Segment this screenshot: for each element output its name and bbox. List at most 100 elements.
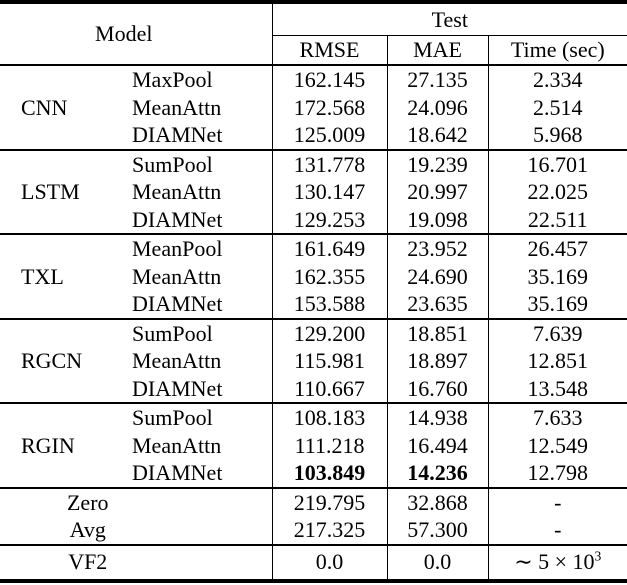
method-cell: MeanAttn (132, 94, 222, 120)
time-value: 2.514 (487, 93, 627, 121)
time-value: - (487, 516, 627, 545)
model-family-cell: TXL (21, 263, 64, 289)
method-cell: MeanPool (132, 236, 223, 262)
rmse-value: 153.588 (271, 290, 388, 319)
rmse-value: 130.147 (271, 178, 388, 206)
baseline-rows: Zero 219.795 32.868 - Avg 217.325 57.300… (0, 487, 627, 545)
group-rgcn: RGCN SumPool 129.200 18.851 7.639 MeanAt… (0, 318, 627, 403)
mae-value: 18.642 (386, 121, 489, 150)
time-value: 35.169 (487, 290, 627, 319)
table-row: MeanAttn 172.568 24.096 2.514 (0, 93, 627, 121)
mae-value: 57.300 (386, 516, 489, 545)
rmse-value: 162.355 (271, 262, 388, 290)
method-cell: DIAMNet (132, 122, 223, 148)
table-row: VF2 0.0 0.0 ∼ 5 × 103 (0, 544, 627, 581)
mae-value: 23.635 (386, 290, 489, 319)
mae-value: 27.135 (386, 65, 489, 94)
model-family-cell: LSTM (21, 179, 80, 205)
time-value: 22.025 (487, 178, 627, 206)
vf2-time-base: ∼ 5 × 10 (514, 549, 595, 575)
table-row: RGCN SumPool 129.200 18.851 7.639 (0, 318, 627, 372)
rmse-value: 110.667 (271, 374, 388, 403)
rmse-value: 108.183 (271, 403, 388, 432)
table-row: DIAMNet 110.667 16.760 13.548 (0, 374, 627, 403)
rmse-value: 219.795 (271, 487, 388, 516)
mae-value: 16.494 (386, 431, 489, 459)
test-header: Test (271, 2, 627, 36)
table-row: MeanAttn 111.218 16.494 12.549 (0, 431, 627, 459)
baseline-name-cell: Avg (69, 517, 106, 543)
rmse-value: 111.218 (271, 431, 388, 459)
time-value: 2.334 (487, 65, 627, 94)
method-cell: MeanAttn (132, 348, 222, 374)
rmse-value: 125.009 (271, 121, 388, 150)
time-value: 7.633 (487, 403, 627, 432)
table-row: CNN MaxPool 162.145 27.135 2.334 (0, 65, 627, 119)
method-cell: MeanAttn (132, 432, 222, 458)
group-cnn: CNN MaxPool 162.145 27.135 2.334 MeanAtt… (0, 65, 627, 150)
table-row: Avg 217.325 57.300 - (0, 516, 627, 545)
time-value: 35.169 (487, 262, 627, 290)
method-cell: DIAMNet (132, 460, 223, 486)
table-row: RGIN SumPool 108.183 14.938 7.633 (0, 403, 627, 457)
table-row: Zero 219.795 32.868 - (0, 487, 627, 516)
rmse-value-best: 103.849 (271, 459, 388, 488)
rmse-value: 172.568 (271, 93, 388, 121)
vf2-time-exponent: 3 (594, 549, 602, 565)
mae-value: 20.997 (386, 178, 489, 206)
time-value: 12.851 (487, 347, 627, 375)
time-value: 12.549 (487, 431, 627, 459)
vf2-time-cell: ∼ 5 × 103 (487, 544, 627, 581)
table-header: Model Test RMSE MAE Time (sec) (0, 2, 627, 65)
vf2-row: VF2 0.0 0.0 ∼ 5 × 103 (0, 544, 627, 581)
table-row: DIAMNet 125.009 18.642 5.968 (0, 121, 627, 150)
table-row: TXL MeanPool 161.649 23.952 26.457 (0, 234, 627, 288)
rmse-value: 129.200 (271, 318, 388, 347)
method-cell: DIAMNet (132, 291, 223, 317)
baseline-name-cell: Zero (66, 489, 109, 515)
time-value: - (487, 487, 627, 516)
method-cell: MeanAttn (132, 179, 222, 205)
mae-column-header: MAE (386, 35, 489, 65)
table-row: DIAMNet 129.253 19.098 22.511 (0, 205, 627, 234)
model-family-cell: CNN (21, 94, 68, 120)
method-cell: SumPool (132, 151, 213, 177)
mae-value: 16.760 (386, 374, 489, 403)
table-row: MeanAttn 115.981 18.897 12.851 (0, 347, 627, 375)
mae-value: 18.897 (386, 347, 489, 375)
group-txl: TXL MeanPool 161.649 23.952 26.457 MeanA… (0, 234, 627, 319)
rmse-value: 129.253 (271, 205, 388, 234)
method-cell: SumPool (132, 405, 213, 431)
rmse-value: 115.981 (271, 347, 388, 375)
table-row: MeanAttn 162.355 24.690 35.169 (0, 262, 627, 290)
time-value: 16.701 (487, 149, 627, 178)
mae-value: 18.851 (386, 318, 489, 347)
mae-value: 23.952 (386, 234, 489, 263)
mae-value-best: 14.236 (386, 459, 489, 488)
method-cell: DIAMNet (132, 206, 223, 232)
table-row: DIAMNet 153.588 23.635 35.169 (0, 290, 627, 319)
table-row: MeanAttn 130.147 20.997 22.025 (0, 178, 627, 206)
table-row: LSTM SumPool 131.778 19.239 16.701 (0, 149, 627, 203)
time-value: 13.548 (487, 374, 627, 403)
mae-value: 32.868 (386, 487, 489, 516)
rmse-column-header: RMSE (271, 35, 388, 65)
mae-value: 14.938 (386, 403, 489, 432)
method-cell: SumPool (132, 320, 213, 346)
group-lstm: LSTM SumPool 131.778 19.239 16.701 MeanA… (0, 149, 627, 234)
mae-value: 19.098 (386, 205, 489, 234)
mae-value: 24.096 (386, 93, 489, 121)
group-rgin: RGIN SumPool 108.183 14.938 7.633 MeanAt… (0, 403, 627, 488)
rmse-value: 0.0 (271, 544, 388, 581)
time-value: 12.798 (487, 459, 627, 488)
time-column-header: Time (sec) (487, 35, 627, 65)
time-value: 7.639 (487, 318, 627, 347)
model-family-cell: RGIN (21, 432, 75, 458)
time-value: 26.457 (487, 234, 627, 263)
time-value: 5.968 (487, 121, 627, 150)
time-value: 22.511 (487, 205, 627, 234)
mae-value: 19.239 (386, 149, 489, 178)
model-header: Model (95, 21, 153, 47)
table-row: DIAMNet 103.849 14.236 12.798 (0, 459, 627, 488)
